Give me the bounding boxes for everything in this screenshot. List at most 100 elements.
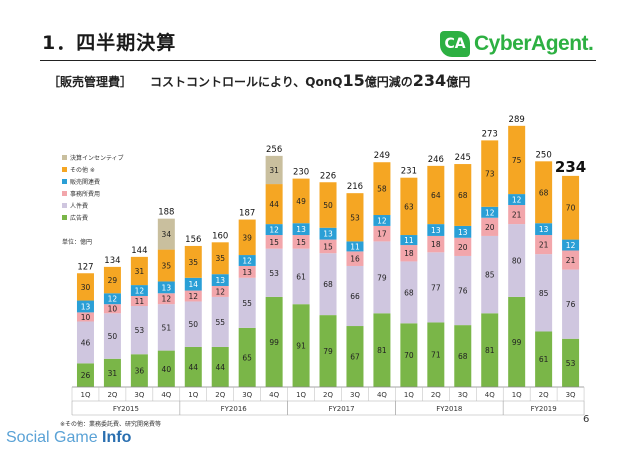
quarter-tick-label: 4Q xyxy=(377,391,387,399)
bar-segment xyxy=(103,266,121,294)
segment-value-label: 10 xyxy=(108,305,118,314)
bar-segment xyxy=(103,293,121,305)
bar-segment xyxy=(130,285,148,296)
bar-segment xyxy=(184,245,202,278)
bar-segment xyxy=(562,269,580,339)
segment-value-label: 77 xyxy=(431,283,441,292)
segment-value-label: 50 xyxy=(108,332,118,341)
quarter-tick-label: 4Q xyxy=(485,391,495,399)
bar-segment xyxy=(508,296,526,387)
bar-segment xyxy=(346,265,364,327)
bar-segment xyxy=(292,223,310,236)
segment-value-label: 85 xyxy=(539,289,549,298)
bar-segment xyxy=(292,248,310,305)
segment-value-label: 36 xyxy=(135,367,145,376)
segment-value-label: 99 xyxy=(269,338,279,347)
segment-value-label: 70 xyxy=(404,351,414,360)
segment-value-label: 65 xyxy=(242,353,252,362)
quarter-tick-label: 2Q xyxy=(539,391,549,399)
legend-swatch xyxy=(62,203,67,208)
quarter-tick-label: 4Q xyxy=(269,391,279,399)
segment-value-label: 85 xyxy=(485,271,495,280)
bar-segment xyxy=(265,184,283,225)
segment-value-label: 35 xyxy=(162,262,172,271)
bar-segment xyxy=(562,239,580,251)
bar-segment xyxy=(76,321,94,364)
bar-segment xyxy=(535,235,553,255)
bar-segment xyxy=(400,235,418,246)
segment-value-label: 99 xyxy=(512,338,522,347)
segment-value-label: 63 xyxy=(404,202,414,211)
segment-value-label: 91 xyxy=(296,342,306,351)
bar-segment xyxy=(427,165,445,225)
segment-value-label: 55 xyxy=(215,318,225,327)
segment-value-label: 12 xyxy=(108,295,118,304)
bar-segment xyxy=(76,363,94,387)
bar-total-label: 249 xyxy=(374,151,390,161)
quarter-tick-label: 4Q xyxy=(161,391,171,399)
bar-segment xyxy=(157,218,175,250)
segment-value-label: 17 xyxy=(377,230,387,239)
bar-segment xyxy=(319,227,337,240)
bar-segment xyxy=(238,277,256,328)
segment-value-label: 21 xyxy=(512,211,522,220)
bar-segment xyxy=(373,215,391,226)
bar-segment xyxy=(535,254,553,332)
bar-segment xyxy=(211,346,229,387)
bar-segment xyxy=(211,285,229,297)
segment-value-label: 67 xyxy=(350,353,360,362)
segment-value-label: 49 xyxy=(296,197,306,206)
bar-segment xyxy=(157,304,175,351)
bar-total-label: 273 xyxy=(482,129,498,139)
segment-value-label: 75 xyxy=(512,156,522,165)
bar-total-label: 289 xyxy=(509,115,525,125)
segment-value-label: 21 xyxy=(539,241,549,250)
quarter-tick-label: 1Q xyxy=(296,391,306,399)
bar-segment xyxy=(265,224,283,236)
segment-value-label: 68 xyxy=(404,288,414,297)
bar-segment xyxy=(292,235,310,249)
fiscal-year-label: FY2016 xyxy=(221,405,248,413)
bar-segment xyxy=(454,225,472,238)
segment-value-label: 61 xyxy=(296,272,306,281)
segment-value-label: 44 xyxy=(215,363,225,372)
legend-label: 事務所費用 xyxy=(70,190,100,198)
segment-value-label: 12 xyxy=(242,257,252,266)
segment-value-label: 53 xyxy=(135,326,145,335)
segment-value-label: 11 xyxy=(350,242,360,251)
bar-segment xyxy=(400,261,418,324)
segment-value-label: 13 xyxy=(323,230,333,239)
segment-value-label: 39 xyxy=(242,233,252,242)
bar-segment xyxy=(319,239,337,254)
segment-value-label: 11 xyxy=(135,297,145,306)
bar-segment xyxy=(454,237,472,256)
segment-value-label: 29 xyxy=(108,276,118,285)
bar-total-label: 134 xyxy=(104,256,120,266)
fiscal-year-label: FY2018 xyxy=(436,405,462,413)
legend-swatch xyxy=(62,179,67,184)
bar-segment xyxy=(211,242,229,275)
segment-value-label: 18 xyxy=(404,249,414,258)
bar-segment xyxy=(157,249,175,282)
slide-subtitle: ［販売管理費］ コストコントロールにより、QonQ15億円減の234億円 xyxy=(48,71,470,90)
subtitle-bracket: ［販売管理費］ xyxy=(48,75,133,89)
bar-total-label: 231 xyxy=(401,167,417,177)
segment-value-label: 46 xyxy=(81,338,91,347)
bar-segment xyxy=(76,273,94,301)
bar-segment xyxy=(373,241,391,314)
segment-value-label: 68 xyxy=(323,280,333,289)
segment-value-label: 18 xyxy=(431,240,441,249)
bar-segment xyxy=(400,177,418,236)
bar-segment xyxy=(76,300,94,313)
bar-segment xyxy=(265,235,283,249)
bar-segment xyxy=(157,281,175,294)
bar-segment xyxy=(238,327,256,387)
bar-segment xyxy=(238,219,256,256)
segment-value-label: 76 xyxy=(458,287,468,296)
segment-value-label: 70 xyxy=(566,204,576,213)
bar-segment xyxy=(319,182,337,228)
logo-text: CyberAgent. xyxy=(474,32,594,55)
bar-segment xyxy=(346,326,364,387)
segment-value-label: 55 xyxy=(242,299,252,308)
segment-value-label: 26 xyxy=(81,371,91,380)
